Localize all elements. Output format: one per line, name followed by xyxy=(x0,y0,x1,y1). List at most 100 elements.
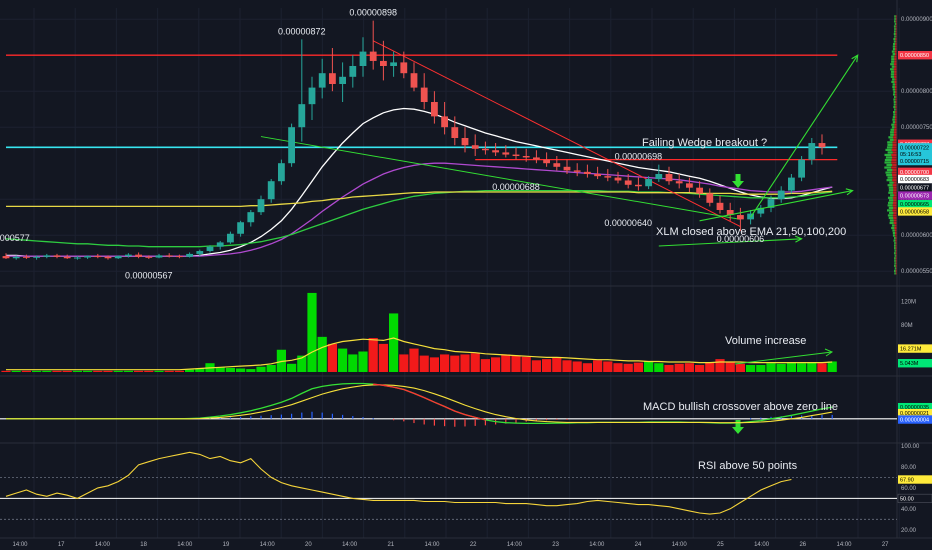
price-label: 0.00000688 xyxy=(492,182,540,192)
candle-body xyxy=(716,202,724,210)
candle-body xyxy=(777,190,785,200)
volume-bar xyxy=(103,370,113,372)
price-label: 0.00000698 xyxy=(615,152,663,162)
price-label: 0.00000577 xyxy=(0,233,30,243)
profile-sell-bar xyxy=(895,17,897,20)
price-axis: 0.000009000.000008000.000007500.00000650… xyxy=(897,17,932,534)
profile-buy-bar xyxy=(894,272,896,275)
profile-sell-bar xyxy=(895,234,897,237)
candle-body xyxy=(176,256,183,258)
price-tag-bg xyxy=(898,149,932,159)
price-tag-bg xyxy=(898,200,932,209)
profile-buy-bar xyxy=(892,229,895,232)
profile-sell-bar xyxy=(895,45,897,48)
profile-sell-bar xyxy=(894,118,897,121)
volume-bar xyxy=(623,363,633,372)
volume-bar xyxy=(419,355,429,372)
profile-buy-bar xyxy=(888,136,894,139)
profile-sell-bar xyxy=(894,70,897,73)
profile-sell-bar xyxy=(893,216,897,220)
volume-bar xyxy=(21,370,31,372)
volume-tick-label: 120M xyxy=(901,300,916,306)
candle-body xyxy=(624,180,632,185)
price-tag-text: 05:16:53 xyxy=(900,152,921,158)
profile-sell-bar xyxy=(895,259,897,262)
volume-bar xyxy=(654,363,664,372)
candle-body xyxy=(492,150,499,153)
candle-body xyxy=(431,102,438,117)
volume-bar xyxy=(684,363,694,372)
profile-buy-bar xyxy=(892,231,896,235)
profile-buy-bar xyxy=(894,30,896,33)
candle-body xyxy=(400,62,408,74)
profile-sell-bar xyxy=(891,153,897,157)
macd-histogram-bar xyxy=(464,418,466,427)
profile-sell-bar xyxy=(895,105,897,109)
macd-histogram-bar xyxy=(811,415,813,419)
candle-body xyxy=(410,73,418,88)
volume-bar xyxy=(307,292,317,372)
macd-histogram-bar xyxy=(342,414,344,419)
profile-buy-bar xyxy=(891,224,895,227)
profile-sell-bar xyxy=(894,80,897,83)
macd-tag-text: 0.00000004 xyxy=(900,418,929,424)
candle-body xyxy=(635,184,642,187)
macd-histogram-bar xyxy=(444,418,446,427)
macd-histogram-bar xyxy=(229,417,231,419)
volume-bar xyxy=(246,369,256,372)
time-tick-label: 14:00 xyxy=(424,542,440,548)
volume-tag-text: 5.043M xyxy=(900,361,919,367)
profile-buy-bar xyxy=(890,194,894,197)
grid xyxy=(0,8,900,538)
volume-bar xyxy=(644,361,654,372)
profile-sell-bar xyxy=(895,249,897,252)
time-tick-label: 14:00 xyxy=(836,542,852,548)
volume-bar xyxy=(827,361,837,372)
price-tag-bg xyxy=(898,143,932,152)
macd-histogram-bar xyxy=(790,416,792,419)
profile-buy-bar xyxy=(892,78,895,81)
macd-pane xyxy=(0,382,897,434)
volume-pane xyxy=(1,292,837,372)
price-tag-text: 0.00000683 xyxy=(900,177,929,183)
candle-body xyxy=(227,233,234,243)
candle-body xyxy=(726,210,734,216)
candle-body xyxy=(53,255,61,257)
profile-buy-bar xyxy=(889,199,894,202)
profile-buy-bar xyxy=(892,93,896,96)
profile-buy-bar xyxy=(886,168,893,172)
profile-sell-bar xyxy=(895,262,897,265)
volume-bar xyxy=(705,362,715,372)
profile-sell-bar xyxy=(895,103,897,106)
time-tick-label: 14:00 xyxy=(260,542,276,548)
macd-histogram-bar xyxy=(331,413,333,419)
volume-bar xyxy=(746,364,756,372)
profile-sell-bar xyxy=(891,171,897,174)
profile-sell-bar xyxy=(894,58,897,61)
profile-buy-bar xyxy=(890,68,894,71)
candle-body xyxy=(818,143,826,148)
candle-body xyxy=(329,73,336,84)
volume-bar xyxy=(807,362,817,372)
price-tag-bg xyxy=(898,156,932,166)
candle-body xyxy=(798,159,805,178)
profile-sell-bar xyxy=(895,237,897,240)
profile-buy-bar xyxy=(886,163,893,167)
volume-bar xyxy=(409,348,419,372)
trend-lines xyxy=(260,40,741,228)
profile-sell-bar xyxy=(895,42,897,46)
candle-body xyxy=(645,179,652,187)
candle-body xyxy=(420,87,428,102)
volume-bar xyxy=(429,357,439,372)
candle-body xyxy=(675,181,683,184)
profile-sell-bar xyxy=(895,111,897,114)
profile-sell-bar xyxy=(894,60,897,63)
candle-body xyxy=(135,254,142,257)
candle-body xyxy=(380,60,387,66)
volume-bar xyxy=(501,354,511,372)
profile-buy-bar xyxy=(887,176,893,179)
profile-sell-bar xyxy=(895,254,897,257)
profile-buy-bar xyxy=(893,103,896,106)
